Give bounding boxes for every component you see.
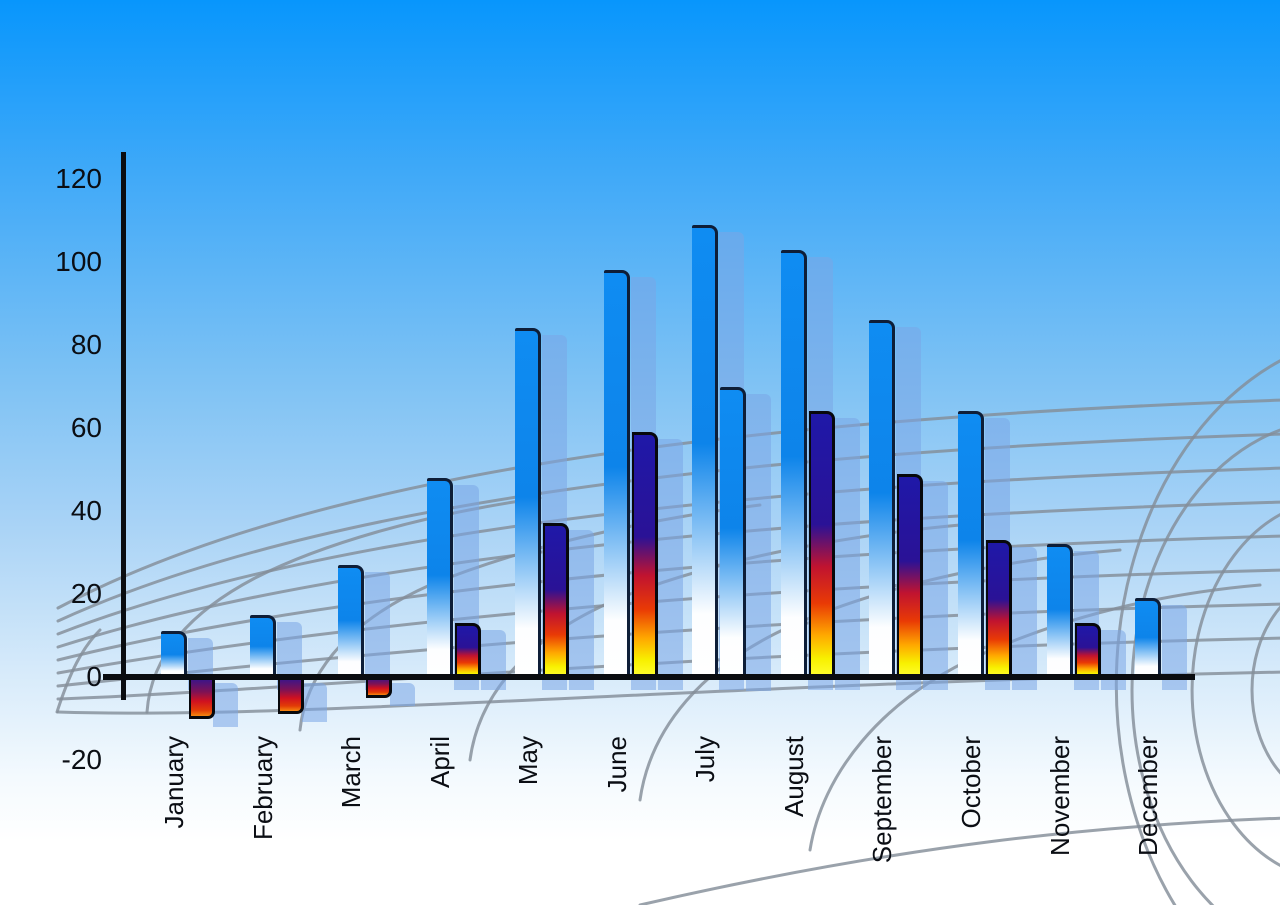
bar-october-secondary-shadow bbox=[1012, 547, 1037, 690]
x-axis-zero-line bbox=[103, 674, 1195, 680]
bar-october-primary bbox=[958, 411, 984, 677]
bar-june-primary bbox=[604, 270, 630, 677]
y-tick-label-100: 100 bbox=[55, 246, 102, 277]
bar-july-primary bbox=[692, 225, 718, 677]
month-label-april: April bbox=[425, 736, 455, 789]
y-tick-label-80: 80 bbox=[70, 329, 102, 360]
bar-november-secondary-shadow bbox=[1101, 630, 1126, 690]
month-label-august: August bbox=[779, 736, 809, 817]
bar-august-primary bbox=[781, 250, 807, 677]
y-tick-label-20: 20 bbox=[70, 578, 102, 609]
bar-september-secondary-shadow bbox=[923, 481, 948, 690]
bar-july-secondary bbox=[720, 387, 746, 678]
bar-june-secondary bbox=[632, 432, 658, 677]
bar-december-primary bbox=[1135, 598, 1161, 677]
bar-february-secondary-shadow bbox=[302, 683, 327, 722]
bar-january-primary bbox=[161, 631, 187, 677]
y-tick-label-40: 40 bbox=[70, 495, 102, 526]
bar-january-secondary-shadow bbox=[213, 683, 238, 727]
bar-october-secondary bbox=[986, 540, 1012, 677]
month-label-june: June bbox=[602, 736, 632, 793]
y-tick-label--20: -20 bbox=[61, 744, 102, 775]
bar-september-secondary bbox=[897, 474, 923, 677]
bar-march-primary bbox=[338, 565, 364, 677]
bar-march-primary-shadow bbox=[365, 572, 390, 690]
bar-march-secondary-shadow bbox=[390, 683, 415, 706]
month-label-february: February bbox=[248, 736, 278, 841]
bar-april-secondary-shadow bbox=[481, 630, 506, 690]
y-tick-label-0: 0 bbox=[86, 661, 102, 692]
bar-july-secondary-shadow bbox=[746, 394, 771, 691]
bar-august-secondary bbox=[809, 411, 835, 677]
bar-november-primary bbox=[1047, 544, 1073, 677]
bar-may-secondary bbox=[543, 523, 569, 677]
bar-november-secondary bbox=[1075, 623, 1101, 677]
month-label-july: July bbox=[690, 736, 720, 783]
y-tick-label-60: 60 bbox=[70, 412, 102, 443]
month-label-october: October bbox=[956, 736, 986, 829]
bar-february-secondary bbox=[278, 677, 304, 714]
bar-may-primary bbox=[515, 328, 541, 677]
month-label-november: November bbox=[1045, 736, 1075, 856]
bar-april-primary bbox=[427, 478, 453, 677]
bar-september-primary bbox=[869, 320, 895, 677]
month-label-january: January bbox=[159, 736, 189, 829]
bar-january-secondary bbox=[189, 677, 215, 719]
month-label-may: May bbox=[513, 736, 543, 786]
month-label-march: March bbox=[336, 736, 366, 809]
y-axis-line bbox=[121, 152, 126, 700]
bar-march-secondary bbox=[366, 677, 392, 698]
month-label-december: December bbox=[1133, 736, 1163, 856]
bar-june-secondary-shadow bbox=[658, 439, 683, 690]
bar-april-secondary bbox=[455, 623, 481, 677]
bar-august-secondary-shadow bbox=[835, 418, 860, 690]
y-tick-label-120: 120 bbox=[55, 163, 102, 194]
month-label-september: September bbox=[867, 736, 897, 864]
bar-may-secondary-shadow bbox=[569, 530, 594, 690]
bar-february-primary bbox=[250, 615, 276, 677]
